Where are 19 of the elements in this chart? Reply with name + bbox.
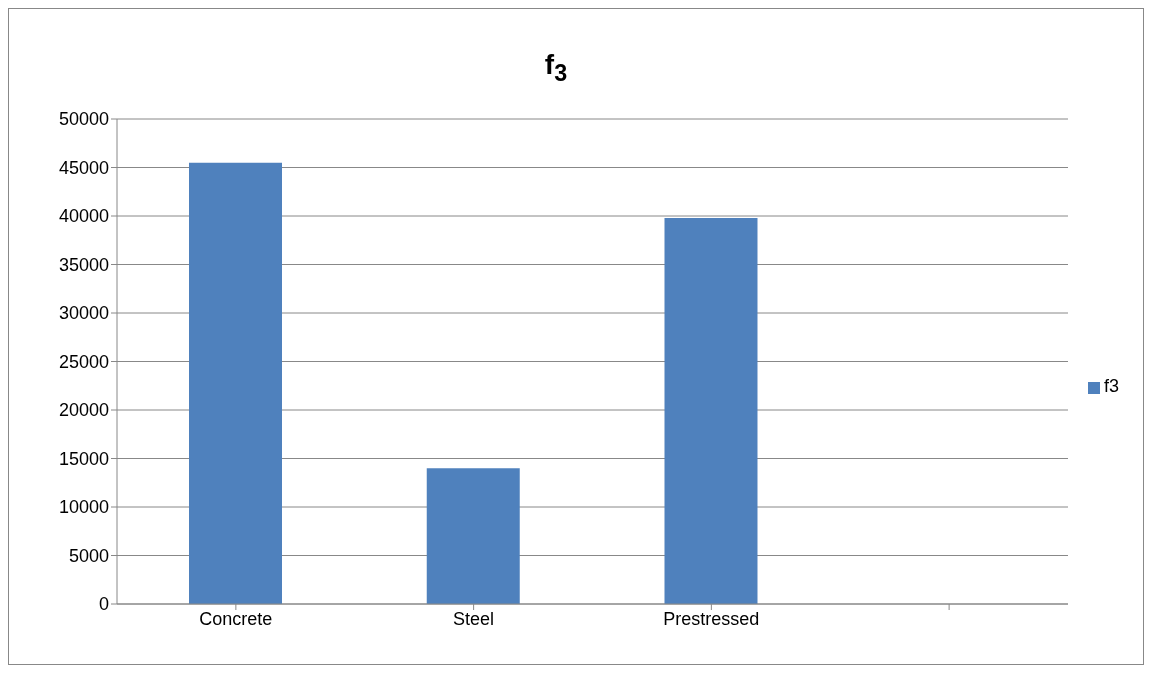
y-tick-label: 30000 xyxy=(58,303,109,324)
chart-title: f$_{3}$ xyxy=(543,49,569,88)
bar xyxy=(426,468,520,604)
y-tick-label: 5000 xyxy=(68,545,109,566)
bar xyxy=(189,162,282,604)
bar xyxy=(664,217,758,604)
legend-label: f3 xyxy=(1103,376,1119,396)
y-tick-label: 45000 xyxy=(58,157,109,178)
y-tick-label: 0 xyxy=(98,594,109,615)
y-tick-label: 40000 xyxy=(58,206,109,227)
y-tick-label: 10000 xyxy=(58,497,109,518)
y-tick-label: 20000 xyxy=(58,400,109,421)
y-tick-label: 15000 xyxy=(58,448,109,469)
x-tick-label: Concrete xyxy=(199,608,273,629)
y-tick-label: 35000 xyxy=(58,254,109,275)
x-tick-label: Steel xyxy=(453,608,495,629)
x-tick-label: Prestressed xyxy=(663,608,760,629)
y-tick-label: 25000 xyxy=(58,351,109,372)
y-tick-label: 50000 xyxy=(58,109,109,130)
